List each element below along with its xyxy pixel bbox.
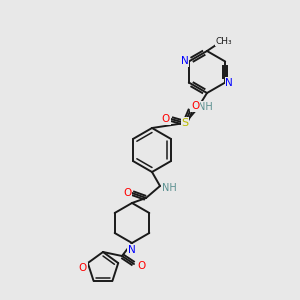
Text: N: N	[225, 77, 233, 88]
Text: O: O	[191, 101, 199, 111]
Text: O: O	[137, 261, 145, 271]
Text: S: S	[182, 118, 189, 128]
Text: N: N	[128, 245, 136, 255]
Text: N: N	[181, 56, 189, 67]
Text: O: O	[123, 188, 131, 198]
Text: O: O	[162, 114, 170, 124]
Text: NH: NH	[162, 183, 176, 193]
Text: NH: NH	[198, 102, 212, 112]
Text: CH₃: CH₃	[216, 37, 232, 46]
Text: O: O	[79, 263, 87, 273]
